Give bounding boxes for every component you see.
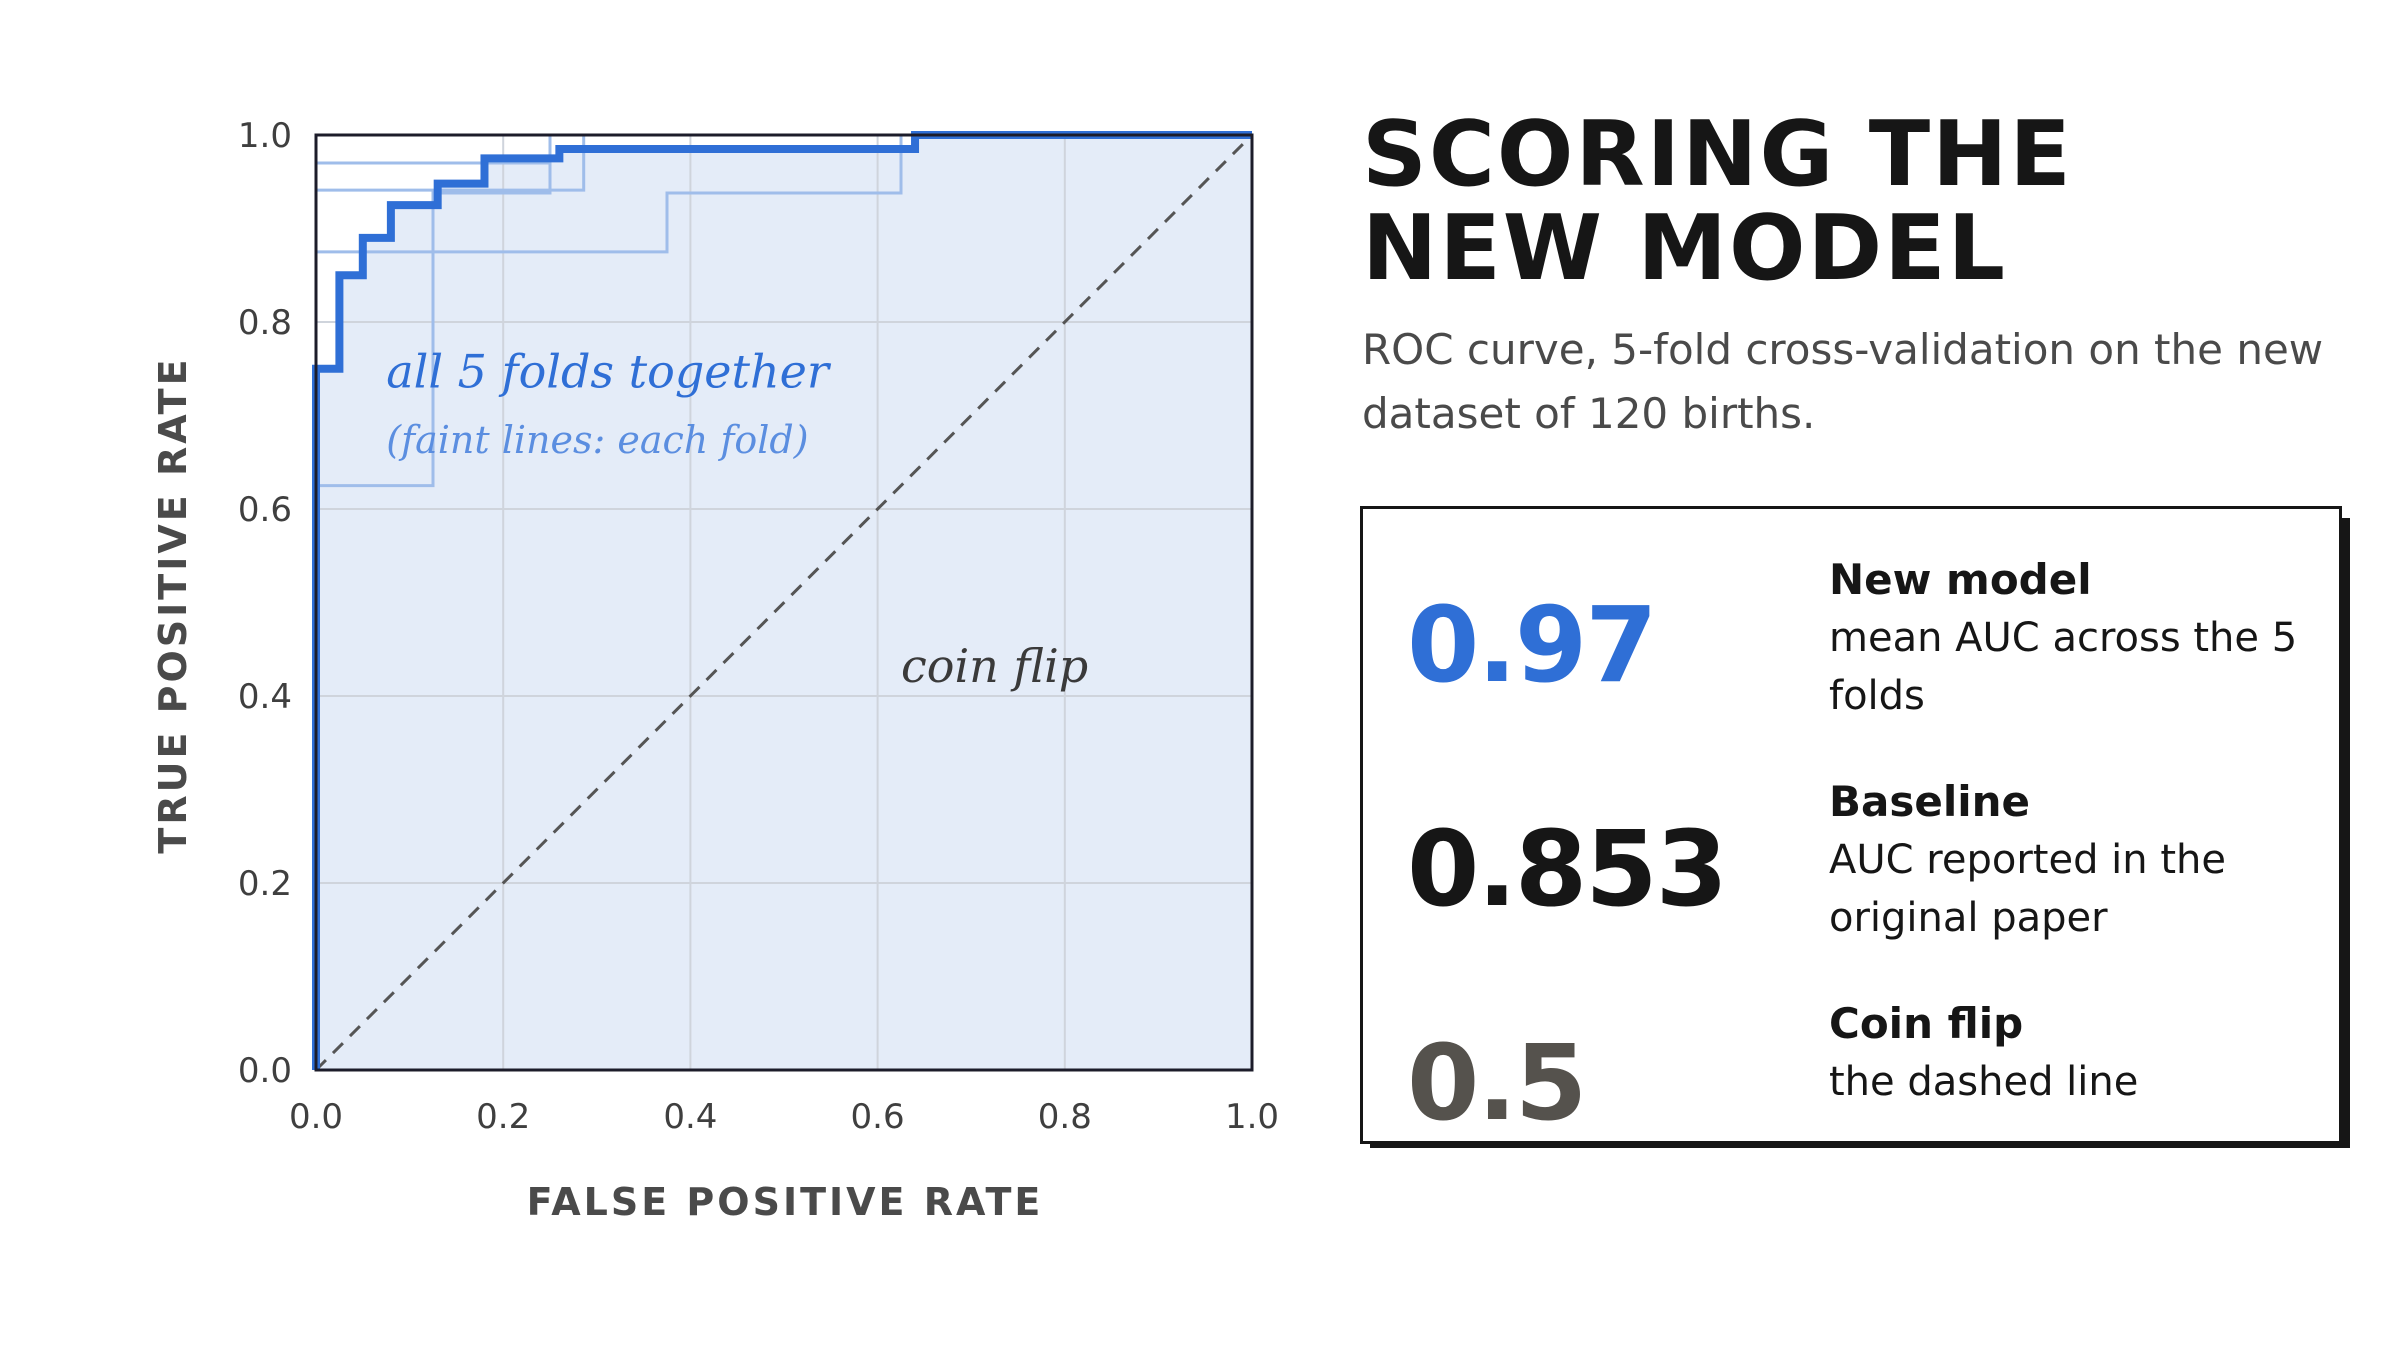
page-title: SCORING THE NEW MODEL: [1362, 108, 2322, 296]
annotation-coin-flip: coin flip: [901, 639, 1088, 693]
stat-desc-baseline: AUC reported in the original paper: [1829, 837, 2226, 941]
page-subtitle: ROC curve, 5-fold cross-validation on th…: [1362, 325, 2324, 438]
stats-card: 0.97 New model mean AUC across the 5 fol…: [1360, 506, 2342, 1144]
y-tick-label: 0.6: [238, 490, 292, 530]
stat-value-baseline: 0.853: [1407, 808, 1728, 930]
x-tick-label: 0.8: [1038, 1097, 1092, 1137]
stat-name-new-model: New model: [1829, 555, 2092, 604]
x-tick-label: 0.2: [476, 1097, 530, 1137]
y-tick-label: 1.0: [238, 116, 292, 156]
stat-name-coin-flip: Coin flip: [1829, 999, 2024, 1048]
y-tick-label: 0.0: [238, 1051, 292, 1091]
y-tick-label: 0.8: [238, 303, 292, 343]
x-axis-label: FALSE POSITIVE RATE: [527, 1180, 1044, 1224]
y-tick-label: 0.2: [238, 864, 292, 904]
stat-value-coin-flip: 0.5: [1407, 1022, 1587, 1144]
title-line-1: SCORING THE: [1362, 102, 2073, 207]
roc-chart: 0.0 0.2 0.4 0.6 0.8 1.0 0.0 0.2 0.4 0.6 0.8 1.0 all…: [151, 116, 1279, 1224]
x-tick-label: 0.0: [289, 1097, 343, 1137]
title-line-2: NEW MODEL: [1362, 196, 2008, 301]
stat-desc-new-model: mean AUC across the 5 folds: [1829, 615, 2298, 719]
plot-frame: [314, 133, 1254, 1072]
y-tick-label: 0.4: [238, 677, 292, 717]
combined-roc-curve: [312, 131, 1252, 1070]
x-tick-label: 1.0: [1225, 1097, 1279, 1137]
annotation-faint-lines: (faint lines: each fold): [386, 418, 808, 462]
y-axis-label: TRUE POSITIVE RATE: [151, 356, 195, 853]
stat-value-new-model: 0.97: [1407, 584, 1658, 706]
stat-name-baseline: Baseline: [1829, 777, 2031, 826]
stat-desc-coin-flip: the dashed line: [1829, 1059, 2139, 1105]
annotation-all-folds: all 5 folds together: [386, 344, 832, 398]
x-tick-label: 0.4: [663, 1097, 717, 1137]
x-tick-label: 0.6: [851, 1097, 905, 1137]
coin-flip-line: [314, 133, 1254, 1072]
